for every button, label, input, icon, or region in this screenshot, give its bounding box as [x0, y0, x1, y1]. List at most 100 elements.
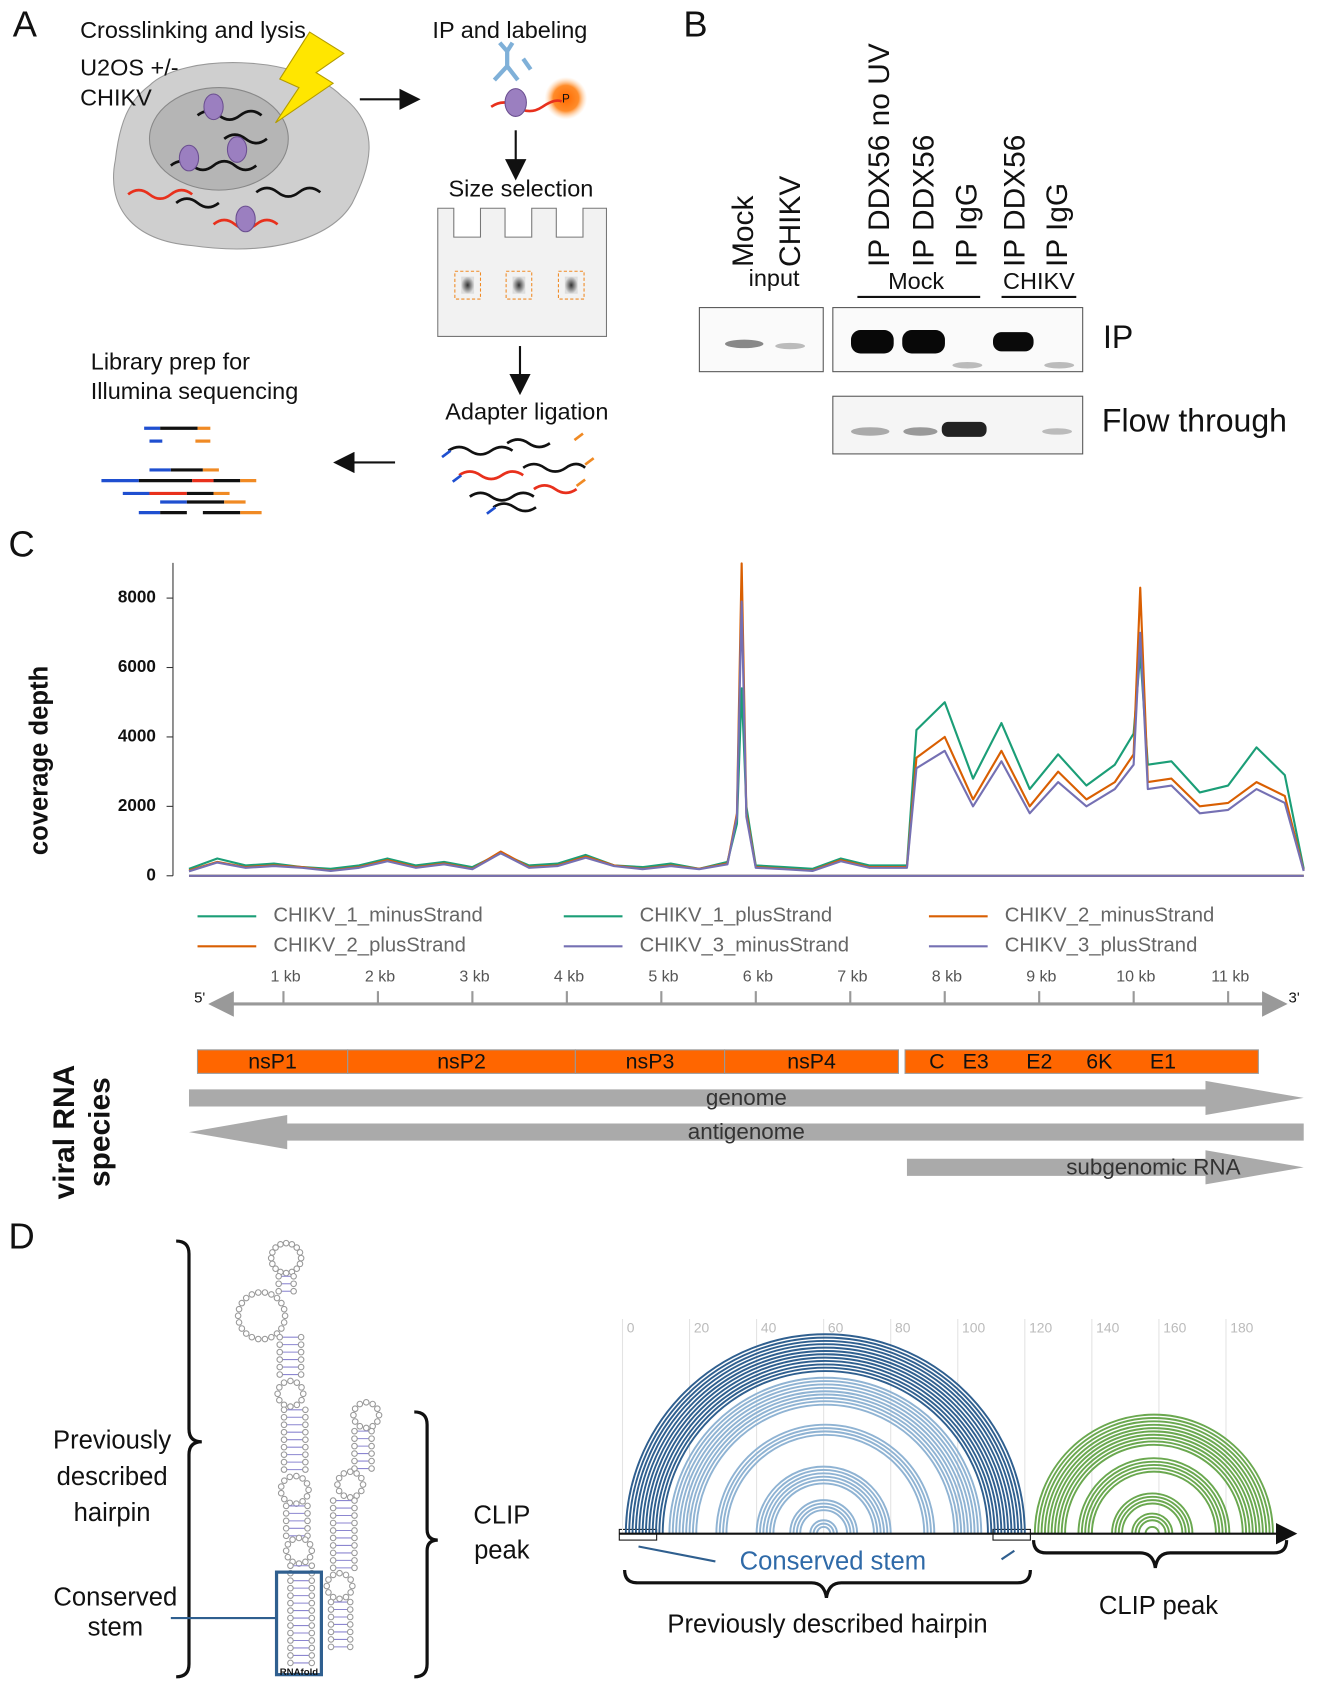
base	[308, 1614, 316, 1622]
y-tick-label: 6000	[118, 657, 156, 676]
base	[282, 1269, 290, 1277]
label: stem	[88, 1613, 143, 1641]
x-tick-label: 4 kb	[554, 968, 584, 985]
stem-label: Conserved stem	[740, 1547, 926, 1575]
rna-arrow	[906, 1150, 1304, 1185]
base	[329, 1571, 337, 1579]
arc	[1057, 1437, 1251, 1534]
base	[254, 1289, 262, 1296]
base	[276, 1384, 283, 1391]
base	[304, 1510, 311, 1517]
base	[327, 1598, 335, 1606]
base	[368, 1427, 375, 1435]
base	[280, 1495, 288, 1503]
base	[351, 1450, 358, 1457]
arc	[668, 1376, 983, 1534]
x-tick-label: 11 kb	[1211, 968, 1249, 985]
base	[293, 1401, 301, 1409]
base	[287, 1584, 294, 1592]
base	[342, 1593, 350, 1601]
base	[254, 1335, 262, 1343]
bracket	[176, 1239, 202, 1679]
library-reads	[101, 426, 262, 515]
base	[351, 1497, 358, 1504]
x-tick-label: 1 kb	[270, 968, 300, 985]
base	[287, 1614, 294, 1622]
arc	[1090, 1470, 1217, 1534]
gene-label: E1	[1150, 1049, 1176, 1073]
base	[277, 1483, 285, 1490]
panel-label: A	[13, 3, 38, 44]
base	[282, 1547, 290, 1555]
label: Previously described hairpin	[667, 1610, 987, 1638]
arc	[1111, 1492, 1194, 1534]
panel-a: A Crosslinking and lysis U2OS +/- CHIKV …	[13, 3, 608, 515]
x-tick-label: 2 kb	[365, 968, 395, 985]
base	[374, 1418, 381, 1425]
base	[308, 1622, 316, 1629]
base	[308, 1629, 316, 1637]
arc-tick-label: 0	[627, 1319, 635, 1335]
base	[358, 1487, 365, 1495]
lane-label: IP DDX56	[908, 135, 941, 267]
base	[274, 1390, 281, 1398]
base	[280, 1451, 288, 1458]
base	[287, 1644, 294, 1652]
base	[280, 1458, 288, 1466]
base	[336, 1569, 343, 1577]
base	[302, 1536, 309, 1543]
base	[358, 1474, 365, 1482]
panel-d: D Previously described hairpin Conserved…	[9, 1215, 1298, 1679]
base	[261, 1335, 269, 1343]
base	[286, 1473, 294, 1481]
base	[299, 1498, 306, 1505]
legend-label: CHIKV_2_plusStrand	[273, 935, 466, 957]
base	[290, 1287, 297, 1295]
base	[276, 1341, 284, 1348]
arc	[792, 1502, 855, 1534]
legend-label: CHIKV_3_minusStrand	[640, 935, 849, 957]
base	[267, 1254, 275, 1262]
base	[284, 1541, 292, 1548]
arc	[812, 1522, 835, 1534]
base	[280, 1466, 288, 1473]
lane-label: CHIKV	[774, 176, 807, 267]
base	[346, 1598, 354, 1606]
panel-label: D	[9, 1215, 35, 1256]
base	[327, 1621, 335, 1628]
row-label: Flow through	[1102, 402, 1287, 438]
base	[329, 1519, 337, 1527]
gene	[724, 1049, 899, 1074]
arc	[765, 1475, 882, 1534]
arc-tick-label: 40	[761, 1319, 777, 1335]
y-axis-label: coverage depth	[25, 666, 53, 855]
label: Previously	[53, 1427, 171, 1455]
base	[323, 1582, 331, 1590]
arc	[641, 1350, 1010, 1534]
arc	[769, 1479, 879, 1534]
arc	[809, 1519, 839, 1534]
bracket	[623, 1569, 1032, 1599]
arc	[1054, 1433, 1254, 1534]
proteins	[178, 93, 256, 233]
base	[282, 1525, 290, 1532]
base	[327, 1636, 335, 1643]
group-label: CHIKV	[1003, 268, 1075, 294]
tool-label: RNAfold	[280, 1667, 319, 1678]
base	[308, 1547, 316, 1555]
arc	[675, 1383, 976, 1534]
base	[335, 1487, 343, 1495]
arc-tick-label: 160	[1163, 1319, 1186, 1335]
row-label: IP	[1103, 319, 1133, 355]
arc	[661, 1370, 989, 1534]
arc	[1040, 1420, 1268, 1534]
base	[238, 1299, 246, 1307]
base	[284, 1553, 292, 1561]
base	[302, 1451, 309, 1458]
base	[295, 1560, 303, 1567]
arc	[655, 1363, 996, 1534]
base	[359, 1481, 367, 1488]
arc	[1137, 1519, 1167, 1534]
arc	[1117, 1499, 1187, 1534]
